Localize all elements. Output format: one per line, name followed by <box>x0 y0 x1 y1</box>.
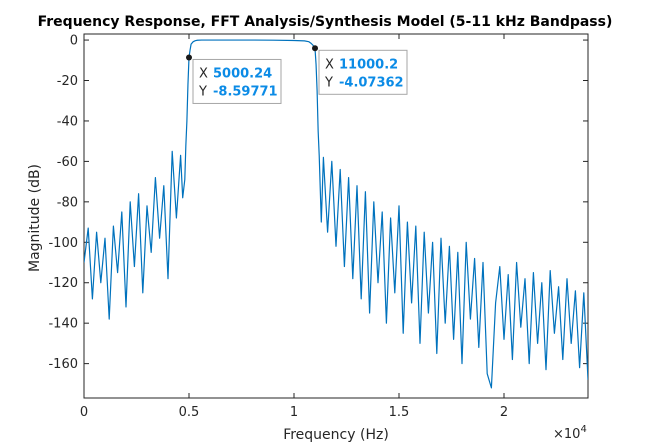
y-tick-label: -60 <box>57 155 78 170</box>
datatip-marker <box>186 54 193 61</box>
y-axis-title: Magnitude (dB) <box>27 164 43 272</box>
datatip-x-value: 11000.2 <box>339 57 398 72</box>
x-tick-label: 0.5 <box>179 405 200 420</box>
datatip-y-key: Y <box>198 84 207 99</box>
datatip-box <box>192 58 282 104</box>
x-tick-label: 1 <box>290 405 298 420</box>
datatip-x-value: 5000.24 <box>213 66 272 81</box>
datatip-x-key: X <box>199 66 208 81</box>
x-exponent-base: ×10 <box>553 427 580 442</box>
datatip-y-key: Y <box>324 75 333 90</box>
x-exponent-power: 4 <box>580 424 586 435</box>
y-tick-label: -40 <box>57 114 78 129</box>
y-tick-label: -140 <box>48 317 78 332</box>
datatip-y-value: -8.59771 <box>213 84 278 99</box>
y-tick-label: -160 <box>48 357 78 372</box>
chart-title: Frequency Response, FFT Analysis/Synthes… <box>38 14 613 30</box>
axes-box <box>83 33 589 399</box>
datatip-box <box>318 49 408 95</box>
x-tick-label: 2 <box>500 405 508 420</box>
x-tick-label: 0 <box>80 405 88 420</box>
y-tick-label: -20 <box>57 74 78 89</box>
y-tick-label: 0 <box>70 34 78 49</box>
x-tick-label: 1.5 <box>389 405 410 420</box>
y-tick-label: -80 <box>57 195 78 210</box>
y-tick-label: -100 <box>48 236 78 251</box>
x-axis-title: Frequency (Hz) <box>283 427 389 443</box>
datatip-x-key: X <box>325 57 334 72</box>
series-line-0 <box>84 39 588 389</box>
y-tick-label: -120 <box>48 276 78 291</box>
datatip-marker <box>312 45 319 52</box>
datatip-y-value: -4.07362 <box>339 75 404 90</box>
x-axis-exponent: ×104 <box>553 424 587 442</box>
